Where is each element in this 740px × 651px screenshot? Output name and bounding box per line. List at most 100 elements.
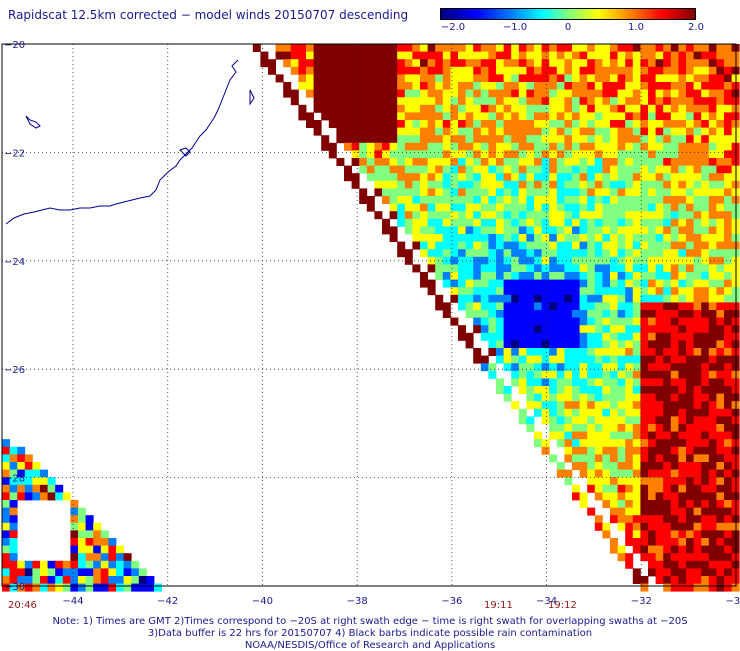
wind-cell [442,196,451,204]
wind-cell [686,401,694,410]
wind-cell [663,370,672,379]
wind-cell [541,249,550,258]
wind-cell [617,112,626,121]
wind-cell [632,446,641,455]
wind-cell [670,82,679,90]
wind-cell [632,484,641,493]
wind-cell [648,515,656,524]
wind-cell [625,150,634,159]
colorbar-label: 1.0 [628,22,644,33]
wind-cell [617,431,626,440]
wind-cell [678,522,687,531]
wind-cell [511,226,520,235]
wind-cell [587,370,596,379]
wind-cell [526,51,535,60]
wind-cell [442,135,451,144]
wind-cell [389,188,398,197]
wind-cell [465,294,474,303]
wind-cell [93,522,102,531]
wind-cell [640,355,649,364]
wind-cell [518,188,527,197]
wind-cell [480,112,489,121]
wind-cell [617,477,626,486]
wind-cell [556,51,565,60]
wind-cell [549,66,558,75]
wind-cell [108,576,117,584]
wind-cell [648,264,656,273]
wind-cell [389,59,398,68]
wind-cell [480,74,489,83]
wind-cell [549,211,558,220]
wind-cell [678,553,687,562]
wind-cell [678,363,687,372]
wind-cell [534,370,542,379]
wind-cell [632,507,641,516]
wind-cell [686,249,694,258]
wind-cell [655,89,664,98]
wind-cell [518,378,527,387]
wind-cell [556,97,565,106]
wind-cell [420,59,428,68]
wind-cell [716,370,725,379]
wind-cell [594,332,603,341]
wind-cell [503,287,512,296]
wind-cell [526,340,535,349]
wind-cell [587,112,596,121]
wind-cell [701,477,710,486]
wind-cell [701,104,710,113]
wind-cell [625,538,634,546]
wind-cell [2,515,10,524]
wind-cell [693,44,702,52]
wind-cell [556,272,565,280]
wind-cell [648,127,656,136]
wind-cell [534,439,542,448]
wind-cell [541,51,550,60]
wind-cell [2,553,10,562]
wind-cell [427,173,436,182]
wind-cell [55,583,64,592]
wind-cell [465,89,474,98]
wind-cell [693,279,702,288]
wind-cell [62,576,71,584]
wind-cell [2,469,10,478]
wind-cell [625,272,634,280]
wind-cell [572,82,580,90]
wind-cell [534,408,542,417]
wind-cell [351,158,360,166]
wind-cell [541,408,550,417]
wind-cell [556,408,565,417]
wind-cell [632,348,641,356]
wind-cell [655,150,664,159]
wind-cell [617,120,626,128]
wind-cell [2,446,10,455]
wind-cell [526,416,535,425]
wind-cell [572,287,580,296]
wind-cell [435,142,444,151]
wind-cell [450,150,459,159]
wind-cell [670,112,679,121]
wind-cell [344,44,352,52]
wind-cell [708,515,717,524]
wind-cell [556,325,565,334]
wind-cell [655,355,664,364]
wind-cell [663,287,672,296]
wind-cell [724,522,732,531]
wind-cell [579,302,588,311]
wind-cell [632,127,641,136]
wind-cell [572,66,580,75]
wind-cell [648,203,656,212]
wind-cell [24,583,33,592]
wind-cell [678,332,687,341]
wind-cell [518,203,527,212]
wind-cell [564,196,573,204]
wind-cell [564,135,573,144]
wind-cell [602,272,611,280]
wind-cell [564,348,573,356]
wind-cell [518,127,527,136]
wind-cell [602,469,611,478]
wind-cell [564,59,573,68]
wind-cell [496,97,504,106]
wind-cell [693,82,702,90]
wind-cell [427,135,436,144]
wind-cell [701,188,710,197]
